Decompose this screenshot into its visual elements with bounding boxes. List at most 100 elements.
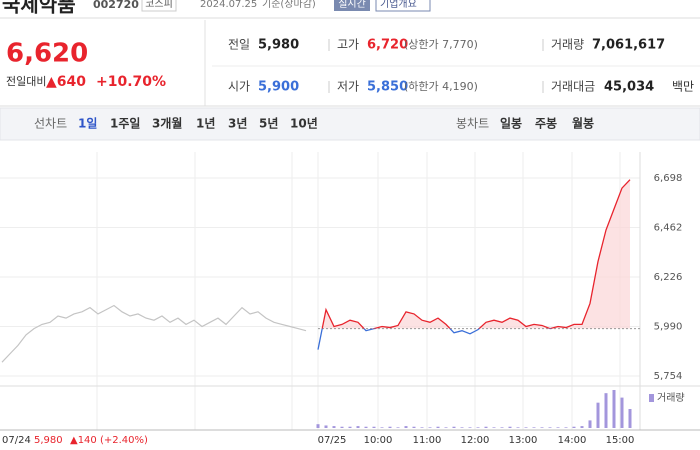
stat-unit: 백만 [672,80,694,94]
volume-bar [612,390,616,428]
volume-bar [372,426,376,428]
realtime-button[interactable] [334,0,370,11]
volume-bar [492,427,496,428]
change-label: 전일대비 [6,74,46,88]
stat-label: 고가 [337,38,359,52]
date: 2024.07.25 [200,0,257,10]
volume-bar [388,426,392,428]
period-tab[interactable]: 1일 [78,117,97,131]
tabs: 선차트 1일 1주일 3개월 1년 3년 5년 10년 봉차트 일봉 주봉 월봉 [34,116,594,131]
period-tab[interactable]: 1주일 [110,117,140,131]
volume-bar [364,426,368,428]
price-line-up [321,179,631,329]
stat-label: 전일 [228,38,250,52]
volume-bar [412,426,416,428]
prev-close: 5,980 [34,435,63,446]
volume-bar [564,427,568,428]
volume-bar [452,426,456,428]
stat-label: 거래량 [551,38,584,52]
y-tick-label: 6,462 [654,223,683,234]
stat-value: 6,720 [367,38,408,53]
realtime[interactable]: 실시간 [338,0,366,10]
gain-area [318,179,630,329]
prev-day-line [1,304,307,363]
volume-bar [460,427,464,428]
volume-bar [396,427,400,428]
stat-value: 5,900 [258,80,299,95]
volume-bar [580,426,584,428]
x-tick-label: 15:00 [606,435,635,446]
stock-name: 국제약품 [2,0,76,17]
volume-bar [316,424,320,428]
volume-bar [508,426,512,428]
stat-label: 거래대금 [551,80,595,94]
x-tick-label: 10:00 [364,435,393,446]
current-price: 6,620 [6,39,88,69]
chart: 6,698 6,462 6,226 5,990 5,754 거래량 07/24 5,980 ▲1… [0,152,700,446]
y-tick-label: 5,754 [654,371,683,382]
line-chart-label: 선차트 [34,117,67,131]
volume-bar [588,420,592,428]
volume-bar [420,427,424,428]
volume-legend-swatch [649,394,654,402]
volume-bar [596,402,600,428]
volume-bar [436,426,440,428]
stat-value: 5,850 [367,80,408,95]
stat-value: 7,061,617 [592,38,665,53]
volume-bar [476,427,480,428]
candle-tab[interactable]: 주봉 [535,117,557,131]
volume-bar [556,427,560,428]
company[interactable]: 기업개요 [380,0,417,10]
volume-bar [324,425,328,428]
volume-bar [428,427,432,428]
stat-value: 5,980 [258,38,299,53]
candle-tab[interactable]: 일봉 [500,117,522,131]
volume-bar [540,427,544,428]
y-tick-label: 6,226 [654,272,683,283]
volume-legend: 거래량 [657,392,685,404]
x-tick-label: 07/25 [318,435,347,446]
stat-note: (하한가 4,190) [404,79,478,93]
volume-bar [348,426,352,428]
market: 코스피 [145,0,173,10]
stat-note: (상한가 7,770) [404,38,478,51]
change-rate: +10.70% [96,74,166,90]
candle-tab[interactable]: 월봉 [572,116,594,131]
stat-label: 저가 [337,80,359,94]
x-tick-label: 12:00 [461,435,490,446]
period-tab[interactable]: 3개월 [152,116,182,131]
y-tick-label: 6,698 [654,173,683,184]
y-tick-label: 5,990 [654,322,683,333]
period-tab[interactable]: 10년 [290,117,318,131]
prev-date: 07/24 [2,435,31,446]
change: ▲640 [46,74,86,90]
x-tick-label: 13:00 [509,435,538,446]
stock-code: 002720 [93,0,139,11]
volume-bar [548,427,552,428]
basis: 기준(장마감) [262,0,316,10]
prev-change: ▲140 (+2.40%) [70,435,148,446]
volume-bar [628,409,632,428]
volume-bar [484,426,488,428]
stat-value: 45,034 [604,80,654,95]
volume-bar [404,426,408,428]
volume-bar [516,427,520,428]
volume-bar [444,427,448,428]
volume-bar [332,426,336,428]
candle-chart-label: 봉차트 [456,117,489,131]
volume-bar [620,397,624,428]
period-tab[interactable]: 1년 [196,117,215,131]
company-button[interactable] [375,0,431,12]
volume-bar [468,427,472,428]
tab-bar [0,107,700,141]
period-tab[interactable]: 3년 [228,117,247,131]
volume-bar [604,393,608,428]
volume-bar [524,427,528,428]
price-line-down [317,328,553,350]
volume-bar [500,427,504,428]
period-tab[interactable]: 5년 [259,117,278,131]
volume-bar [356,426,360,428]
